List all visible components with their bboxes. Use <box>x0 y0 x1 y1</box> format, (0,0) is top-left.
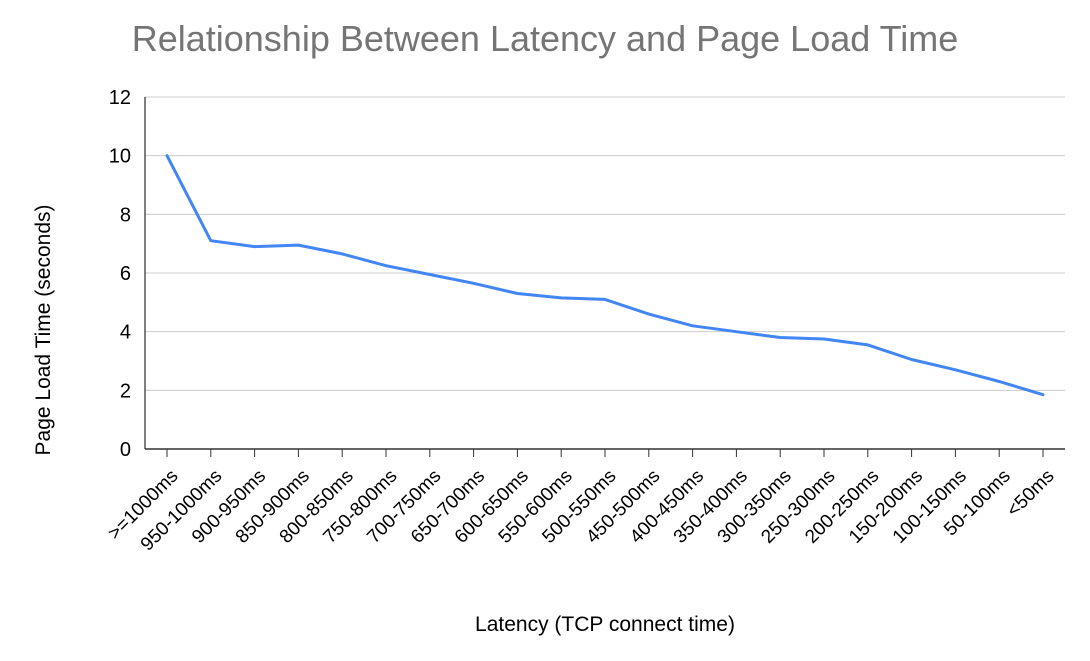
y-tick-label: 2 <box>120 380 131 402</box>
chart-title: Relationship Between Latency and Page Lo… <box>131 18 959 59</box>
y-tick-label: 6 <box>120 263 131 285</box>
y-tick-label: 10 <box>109 146 131 168</box>
series-line <box>165 154 1045 397</box>
y-tick-label: 8 <box>120 204 131 226</box>
y-tick-label: 4 <box>120 322 131 344</box>
y-axis-title: Page Load Time (seconds) <box>32 205 55 456</box>
y-tick-label: 12 <box>109 87 131 109</box>
x-axis-title: Latency (TCP connect time) <box>475 613 735 636</box>
y-tick-label: 0 <box>120 439 131 461</box>
x-tick-label: <50ms <box>1003 466 1059 522</box>
